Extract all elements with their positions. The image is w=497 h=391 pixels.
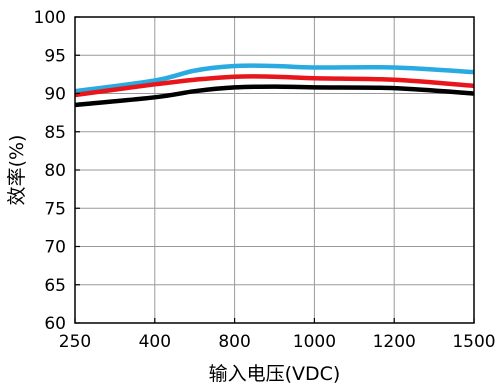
series-line-1 xyxy=(74,63,475,94)
y-tick-label: 100 xyxy=(34,8,66,28)
x-tick-label: 250 xyxy=(59,332,91,352)
y-tick-label: 80 xyxy=(44,161,66,181)
y-axis-title: 效率(%) xyxy=(6,135,28,206)
y-tick-label: 95 xyxy=(44,46,66,66)
y-tick-label: 75 xyxy=(44,199,66,219)
y-tick-label: 65 xyxy=(44,276,66,296)
y-tick-label: 70 xyxy=(44,238,66,258)
x-tick-label: 1200 xyxy=(373,332,416,352)
x-axis-title: 输入电压(VDC) xyxy=(209,363,341,385)
x-tick-label: 1500 xyxy=(452,332,495,352)
grid-layer xyxy=(75,17,474,323)
series-layer xyxy=(74,63,475,108)
series-line-2 xyxy=(74,74,475,98)
tick-layer: 250 400 800 1000 1200 1500 60 65 70 75 80 85 90 95 100 xyxy=(34,8,496,352)
series-line-3 xyxy=(74,84,475,108)
y-tick-label: 90 xyxy=(44,85,66,105)
x-tick-label: 800 xyxy=(218,332,250,352)
x-tick-label: 400 xyxy=(139,332,171,352)
x-tick-label: 1000 xyxy=(293,332,336,352)
y-tick-label: 60 xyxy=(44,314,66,334)
y-tick-label: 85 xyxy=(44,123,66,143)
